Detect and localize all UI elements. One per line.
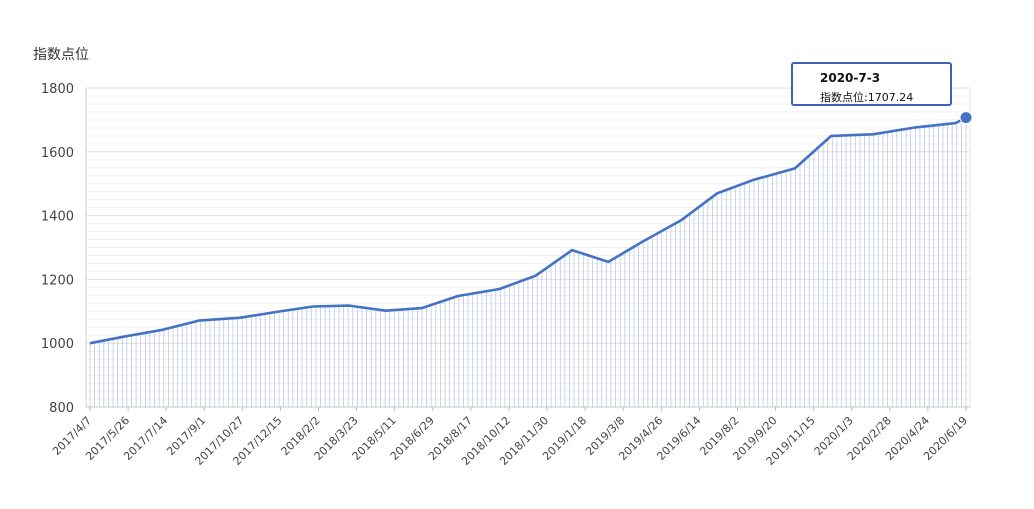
series-line [89, 116, 967, 345]
tooltip-value-row: 指数点位:1707.24 [820, 89, 913, 105]
y-tick-label: 1000 [41, 337, 74, 352]
y-tick-label: 1800 [41, 82, 74, 97]
y-tick-label: 1400 [41, 210, 74, 225]
tooltip-value: 1707.24 [867, 91, 914, 104]
y-tick-label: 1600 [41, 146, 74, 161]
y-tick-label: 1200 [41, 273, 74, 288]
highlight-point [959, 111, 973, 125]
y-axis-label: 指数点位 [33, 47, 89, 63]
y-tick-label: 800 [49, 401, 74, 416]
data-tooltip: 2020-7-3 指数点位:1707.24 [791, 62, 952, 106]
tooltip-value-label: 指数点位: [820, 91, 868, 104]
tooltip-date: 2020-7-3 [820, 71, 881, 85]
